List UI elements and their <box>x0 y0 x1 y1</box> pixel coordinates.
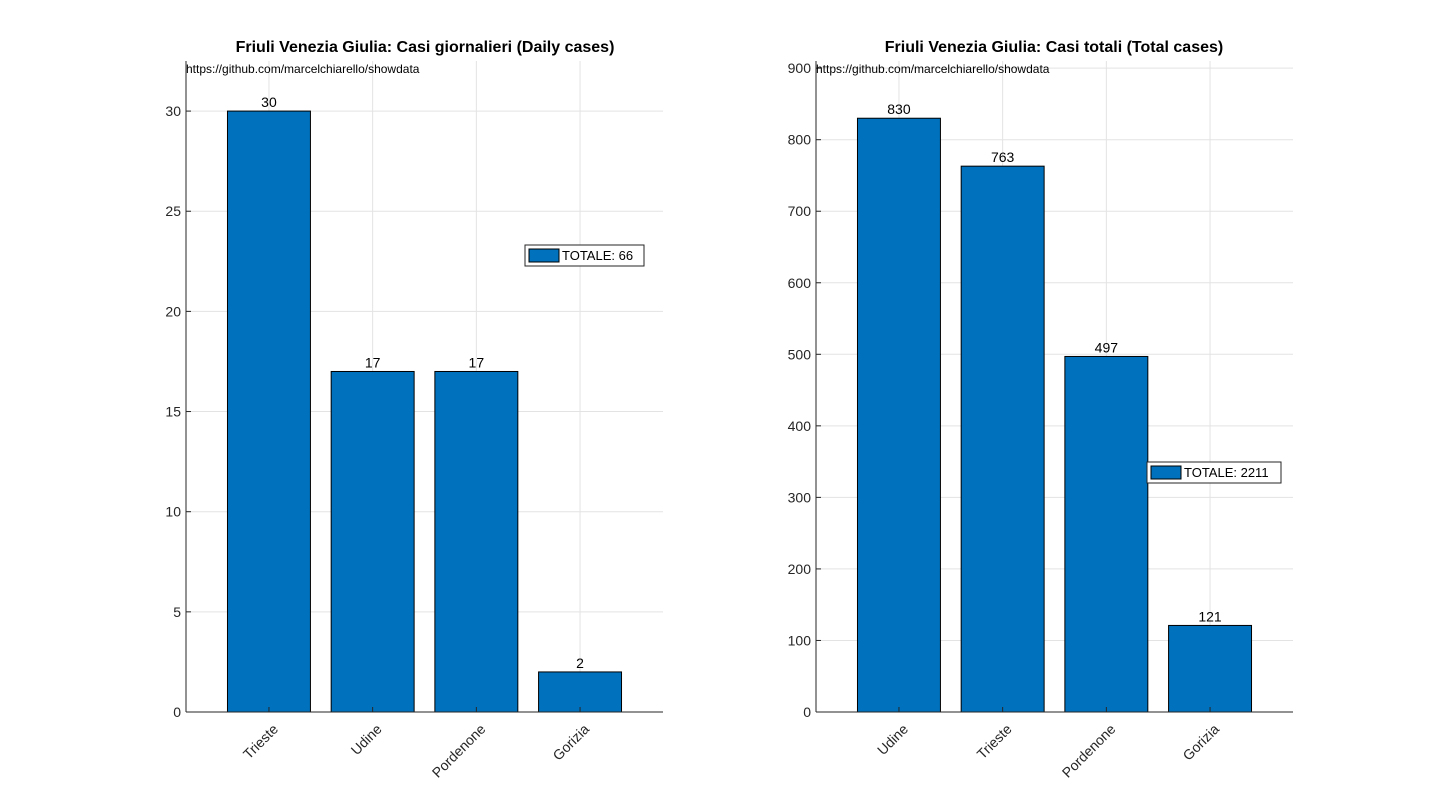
total-y-tick-label: 800 <box>788 132 812 148</box>
total-y-tick-label: 900 <box>788 60 812 76</box>
daily-x-ticks: Trieste Udine Pordenone Gorizia <box>240 707 592 781</box>
daily-data-labels: 30 17 17 2 <box>261 94 584 671</box>
total-y-ticks: 0 100 200 300 400 500 600 700 800 900 <box>788 60 821 720</box>
daily-data-label: 17 <box>365 354 381 370</box>
daily-y-tick-label: 10 <box>165 504 181 520</box>
total-source-link[interactable]: https://github.com/marcelchiarello/showd… <box>816 62 1050 76</box>
daily-data-label: 30 <box>261 94 277 110</box>
daily-source-link[interactable]: https://github.com/marcelchiarello/showd… <box>186 62 420 76</box>
total-y-tick-label: 300 <box>788 489 812 505</box>
daily-legend: TOTALE: 66 <box>524 244 645 267</box>
total-data-label: 497 <box>1095 339 1119 355</box>
daily-x-tick-label: Trieste <box>240 721 281 762</box>
total-legend: TOTALE: 2211 <box>1146 461 1282 484</box>
daily-bar-udine <box>330 370 415 713</box>
daily-y-tick-label: 25 <box>165 203 181 219</box>
daily-data-label: 2 <box>576 655 584 671</box>
daily-data-label: 17 <box>469 354 485 370</box>
total-bar-udine <box>856 117 941 713</box>
total-cases-chart: 830 763 497 121 0 100 200 300 400 500 600 700 800 90… <box>788 39 1293 781</box>
total-bar-trieste <box>960 165 1045 713</box>
daily-y-tick-label: 15 <box>165 404 181 420</box>
total-y-tick-label: 0 <box>803 704 811 720</box>
daily-bar-gorizia <box>538 671 623 713</box>
total-data-label: 830 <box>887 101 911 117</box>
daily-bar-pordenone <box>434 370 519 713</box>
total-legend-label: TOTALE: 2211 <box>1184 465 1269 480</box>
daily-legend-label: TOTALE: 66 <box>562 248 633 263</box>
total-data-labels: 830 763 497 121 <box>887 101 1222 624</box>
total-bars <box>856 117 1253 713</box>
total-x-tick-label: Trieste <box>974 721 1015 762</box>
total-y-tick-label: 200 <box>788 561 812 577</box>
daily-bar-trieste <box>226 110 311 713</box>
daily-x-tick-label: Gorizia <box>549 721 592 764</box>
daily-y-ticks: 0 5 10 15 20 25 30 <box>165 103 191 720</box>
total-chart-title: Friuli Venezia Giulia: Casi totali (Tota… <box>885 39 1223 56</box>
daily-x-tick-label: Pordenone <box>429 721 489 781</box>
total-data-label: 763 <box>991 149 1015 165</box>
total-x-tick-label: Gorizia <box>1179 721 1222 764</box>
total-y-tick-label: 100 <box>788 632 812 648</box>
total-x-ticks: Udine Trieste Pordenone Gorizia <box>874 707 1222 781</box>
daily-x-tick-label: Udine <box>348 721 385 758</box>
daily-cases-chart: 30 17 17 2 0 5 10 15 20 25 30 Trieste Udine Pordeno… <box>165 39 663 781</box>
daily-chart-title: Friuli Venezia Giulia: Casi giornalieri … <box>236 39 615 56</box>
total-axes <box>815 61 1293 713</box>
total-x-tick-label: Udine <box>874 721 911 758</box>
daily-legend-swatch <box>528 248 560 263</box>
total-y-tick-label: 700 <box>788 203 812 219</box>
daily-y-tick-label: 20 <box>165 303 181 319</box>
total-y-tick-label: 500 <box>788 346 812 362</box>
total-bar-pordenone <box>1064 355 1149 713</box>
daily-axes <box>185 61 663 713</box>
total-data-label: 121 <box>1198 608 1222 624</box>
total-y-tick-label: 400 <box>788 418 812 434</box>
daily-y-tick-label: 5 <box>173 604 181 620</box>
daily-y-tick-label: 0 <box>173 704 181 720</box>
daily-y-tick-label: 30 <box>165 103 181 119</box>
total-bar-gorizia <box>1168 624 1253 713</box>
total-y-tick-label: 600 <box>788 275 812 291</box>
total-legend-swatch <box>1150 465 1182 480</box>
total-x-tick-label: Pordenone <box>1059 721 1119 781</box>
